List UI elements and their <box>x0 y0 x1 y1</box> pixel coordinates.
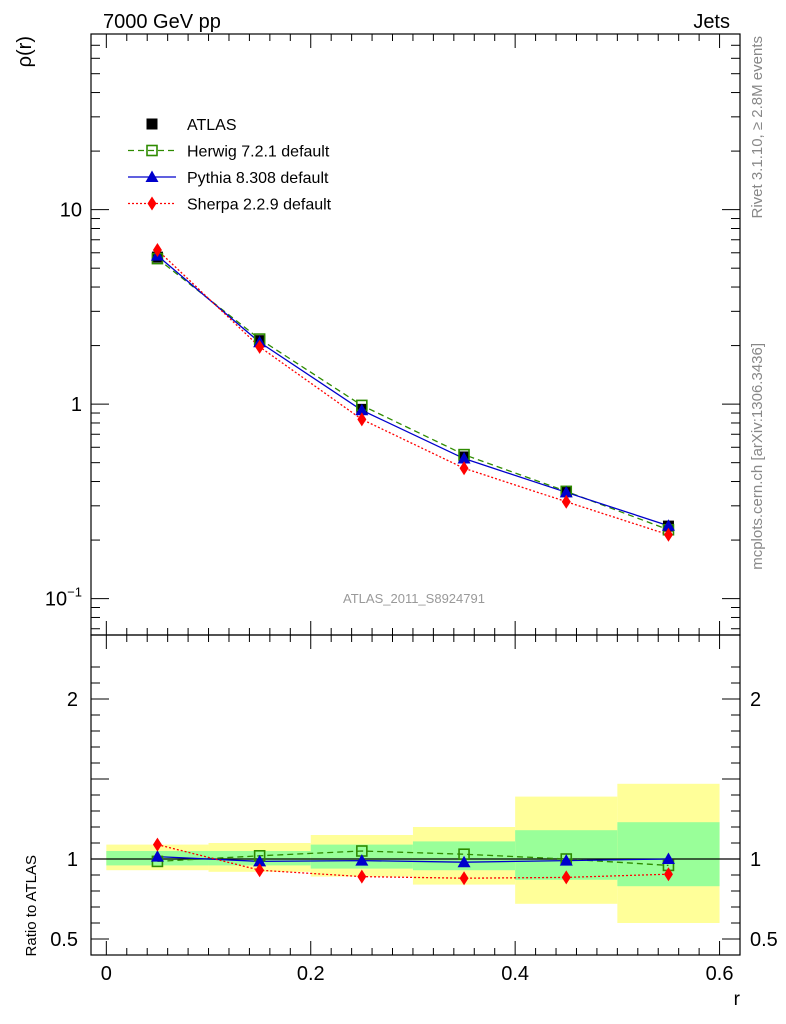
x-tick-label: 0 <box>101 963 112 985</box>
x-tick-label: 0.6 <box>706 963 734 985</box>
legend-label-pythia: Pythia 8.308 default <box>187 170 329 187</box>
legend-label-sherpa: Sherpa 2.2.9 default <box>187 197 332 214</box>
y-tick-label: 1 <box>71 394 82 416</box>
legend-marker-pythia <box>145 170 159 182</box>
data-point-sherpa <box>152 243 162 258</box>
x-tick-label: 0.4 <box>501 963 529 985</box>
data-point-sherpa <box>561 870 571 885</box>
series-markers <box>150 243 675 886</box>
ratio-y-tick-label-left: 2 <box>67 689 78 711</box>
series-line-pythia <box>157 855 669 863</box>
ratio-y-tick-label-left: 1 <box>67 849 78 871</box>
series-line-pythia <box>157 255 669 527</box>
legend-marker-sherpa <box>147 196 157 211</box>
data-point-sherpa <box>255 339 265 354</box>
data-point-sherpa <box>663 867 673 882</box>
data-point-pythia <box>253 854 267 867</box>
data-point-sherpa <box>459 461 469 476</box>
mcplots-reference-text: mcplots.cern.ch [arXiv:1306.3436] <box>749 343 766 570</box>
data-point-pythia <box>559 854 573 866</box>
ratio-y-tick-label-right: 1 <box>750 849 761 871</box>
ratio-plot-frame <box>90 634 741 956</box>
y-tick-label: 10−1 <box>45 585 82 611</box>
data-point-sherpa <box>255 863 265 878</box>
data-point-sherpa <box>357 869 367 884</box>
series-lines <box>156 249 669 879</box>
data-point-pythia <box>661 852 675 864</box>
legend-label-herwig: Herwig 7.2.1 default <box>187 144 330 161</box>
legend: ATLAS Herwig 7.2.1 default Pythia 8.308 de… <box>128 117 332 214</box>
data-point-pythia <box>661 519 675 531</box>
ratio-bands <box>91 783 740 923</box>
legend-label-atlas: ATLAS <box>187 117 237 134</box>
header-left: 7000 GeV pp <box>103 11 221 33</box>
series-line-sherpa <box>156 249 669 536</box>
axes-ticks <box>91 33 740 955</box>
ratio-y-tick-label-right: 2 <box>750 689 761 711</box>
ratio-y-tick-label-left: 0.5 <box>50 929 78 951</box>
y-tick-label: 10 <box>60 200 82 222</box>
ratio-y-tick-label-right: 0.5 <box>750 929 778 951</box>
rivet-version-text: Rivet 3.1.10, ≥ 2.8M events <box>749 36 766 219</box>
data-point-sherpa <box>152 837 162 852</box>
data-point-sherpa <box>357 412 367 427</box>
data-point-pythia <box>457 855 471 868</box>
tick-labels: 0 0.2 0.4 0.6 10 1 10−1 2 2 1 1 0.5 0.5 <box>45 200 778 985</box>
series-line-herwig <box>157 850 669 867</box>
x-tick-label: 0.2 <box>297 963 325 985</box>
ratio-y-axis-label: Ratio to ATLAS <box>23 855 40 956</box>
data-point-pythia <box>457 452 471 464</box>
series-line-sherpa <box>157 843 669 879</box>
legend-marker-atlas <box>146 118 158 130</box>
data-point-sherpa <box>663 527 673 542</box>
data-point-pythia <box>150 850 164 862</box>
data-point-pythia <box>559 485 573 498</box>
data-point-pythia <box>355 403 369 416</box>
legend-marker-herwig <box>146 144 158 157</box>
data-point-sherpa <box>561 494 571 509</box>
data-point-sherpa <box>459 871 469 886</box>
series-line-herwig <box>157 258 669 531</box>
main-y-axis-label: ρ(r) <box>14 36 36 67</box>
analysis-label: ATLAS_2011_S8924791 <box>343 591 485 606</box>
data-point-pythia <box>355 854 369 866</box>
x-axis-label: r <box>734 989 741 1010</box>
header-right: Jets <box>693 11 730 33</box>
